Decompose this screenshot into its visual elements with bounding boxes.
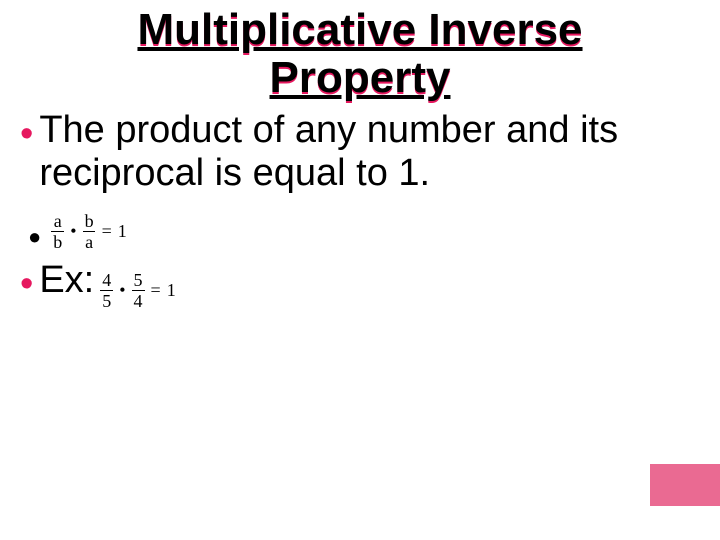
- fraction-a-over-b: a b: [51, 212, 64, 251]
- denominator: a: [83, 231, 95, 251]
- slide: Multiplicative Inverse Property Multipli…: [0, 0, 720, 540]
- slide-title: Multiplicative Inverse Property Multipli…: [0, 0, 720, 103]
- bullet-text-1: The product of any number and its recipr…: [39, 109, 720, 196]
- numerator: 5: [132, 271, 145, 290]
- formula-general: a b • b a = 1: [51, 212, 126, 251]
- bullet-marker-icon: •: [20, 265, 33, 303]
- numerator: a: [52, 212, 64, 231]
- multiply-dot-icon: •: [117, 280, 127, 301]
- denominator: b: [51, 231, 64, 251]
- multiply-dot-icon: •: [68, 221, 78, 242]
- accent-decoration: [650, 464, 720, 506]
- title-line2: Property: [270, 53, 451, 102]
- equals-sign: =: [100, 221, 114, 242]
- numerator: b: [83, 212, 96, 231]
- fraction-4-over-5: 4 5: [100, 271, 113, 310]
- title-line1: Multiplicative Inverse: [137, 5, 582, 54]
- bullet-marker-icon: •: [20, 115, 33, 153]
- result-value: 1: [118, 221, 127, 242]
- bullet-item-formula: ● a b • b a = 1: [0, 196, 720, 251]
- fraction-5-over-4: 5 4: [132, 271, 145, 310]
- fraction-b-over-a: b a: [83, 212, 96, 251]
- equals-sign: =: [149, 280, 163, 301]
- numerator: 4: [100, 271, 113, 290]
- denominator: 5: [100, 290, 113, 310]
- bullet-marker-icon: ●: [28, 224, 41, 250]
- result-value: 1: [167, 280, 176, 301]
- title-main: Multiplicative Inverse Property: [0, 6, 720, 103]
- denominator: 4: [132, 290, 145, 310]
- formula-example: 4 5 • 5 4 = 1: [100, 271, 175, 310]
- bullet-item-1: • The product of any number and its reci…: [0, 103, 720, 196]
- bullet-item-example: • Ex: 4 5 • 5 4 = 1: [0, 251, 720, 310]
- example-label: Ex:: [39, 259, 94, 302]
